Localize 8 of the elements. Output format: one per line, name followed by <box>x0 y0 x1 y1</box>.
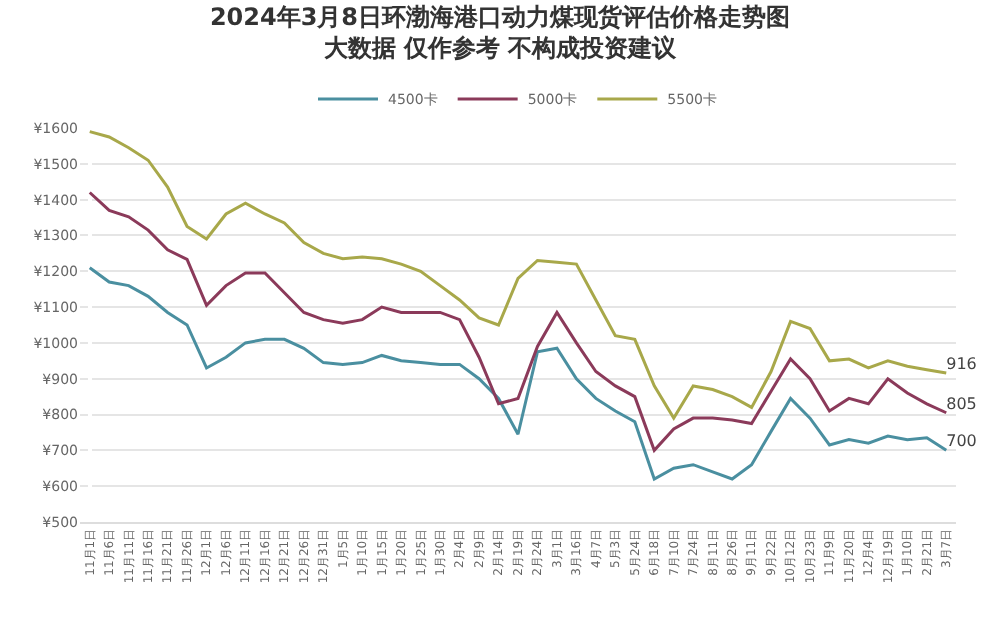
data-label: 916 <box>946 355 977 373</box>
data-label: 805 <box>946 394 977 413</box>
line-series <box>88 190 948 452</box>
chart-title: 2024年3月8日环渤海港口动力煤现货评估价格走势图 <box>209 2 791 31</box>
data-label: 700 <box>946 432 977 451</box>
line-series <box>88 266 948 481</box>
chart-subtitle: 大数据 仅作参考 不构成投资建议 <box>323 34 679 63</box>
line-series <box>88 130 948 420</box>
